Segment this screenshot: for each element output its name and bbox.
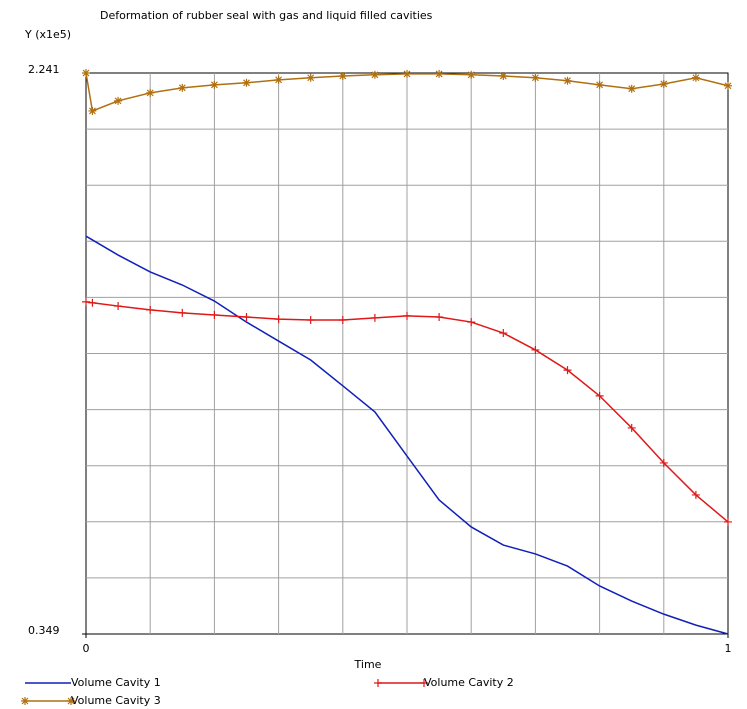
data-point <box>724 517 732 526</box>
data-point <box>531 345 540 354</box>
data-point <box>82 69 90 77</box>
legend-label: Volume Cavity 3 <box>71 694 161 707</box>
data-point <box>178 83 187 92</box>
data-point <box>499 71 508 80</box>
data-point <box>563 366 572 375</box>
data-point <box>724 81 732 90</box>
data-point <box>467 318 476 327</box>
legend-marker <box>374 679 382 687</box>
data-point <box>531 73 540 82</box>
data-point <box>338 71 347 80</box>
data-point <box>435 69 444 78</box>
y-axis-label: Y (x1e5) <box>24 28 71 41</box>
data-point <box>114 96 123 105</box>
data-point <box>403 69 411 78</box>
data-point <box>595 80 604 89</box>
data-point <box>82 297 90 306</box>
data-point <box>306 315 315 324</box>
data-point <box>499 329 508 338</box>
data-point <box>370 313 379 322</box>
series-line <box>85 72 729 112</box>
data-point <box>595 391 604 400</box>
legend-marker <box>21 697 29 705</box>
data-point <box>210 310 219 319</box>
data-point <box>563 76 572 85</box>
data-point <box>659 458 668 467</box>
legend-marker <box>420 679 428 687</box>
data-point <box>242 313 251 322</box>
chart-title: Deformation of rubber seal with gas and … <box>100 9 433 22</box>
series-line <box>85 301 729 523</box>
data-point <box>659 79 668 88</box>
data-point <box>210 80 219 89</box>
data-point <box>627 423 636 432</box>
y-tick-label: 0.349 <box>28 624 60 637</box>
data-point <box>338 315 347 324</box>
data-point <box>306 73 315 82</box>
x-tick-label: 1 <box>725 642 732 655</box>
legend-marker <box>67 697 75 705</box>
data-point <box>370 70 379 79</box>
data-point <box>178 308 187 317</box>
data-point <box>146 305 155 314</box>
legend-label: Volume Cavity 2 <box>424 676 514 689</box>
data-point <box>467 70 476 79</box>
data-point <box>114 302 123 311</box>
data-point <box>88 106 97 115</box>
data-point <box>146 88 155 97</box>
legend-label: Volume Cavity 1 <box>71 676 161 689</box>
data-point <box>627 84 636 93</box>
data-point <box>274 315 283 324</box>
data-point <box>274 75 283 84</box>
series-line <box>85 235 729 635</box>
data-point <box>435 313 444 322</box>
data-point <box>403 311 411 320</box>
x-axis-label: Time <box>354 658 382 671</box>
data-point <box>242 78 251 87</box>
data-point <box>691 73 700 82</box>
data-point <box>691 490 700 499</box>
data-point <box>88 298 97 307</box>
y-tick-label: 2.241 <box>28 63 60 76</box>
x-tick-label: 0 <box>83 642 90 655</box>
